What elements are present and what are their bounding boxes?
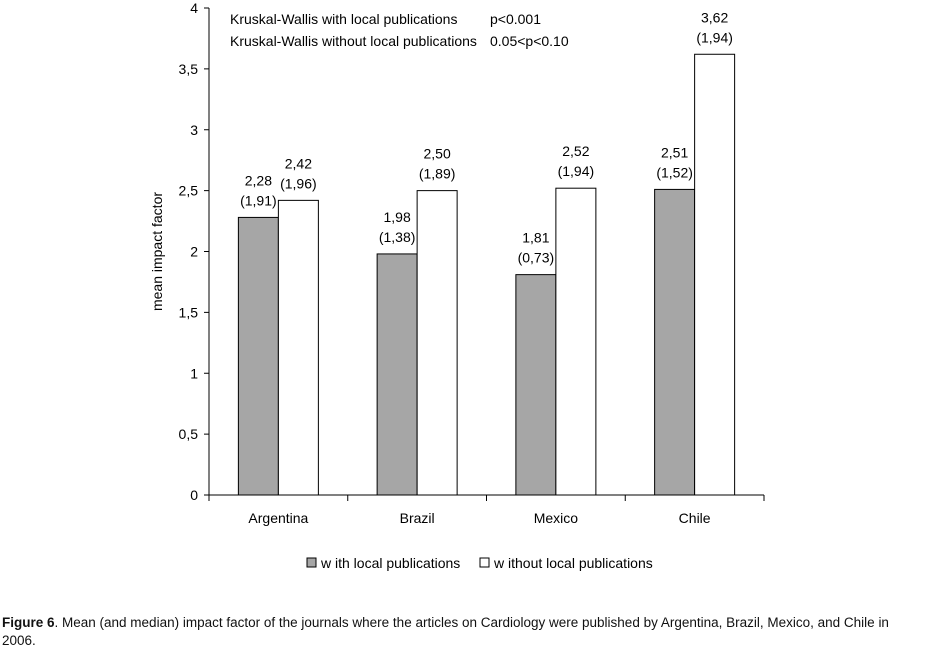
y-tick-label: 2	[190, 244, 198, 260]
median-label: (1,94)	[558, 163, 595, 179]
x-tick-label: Brazil	[400, 510, 435, 526]
annotation-value: 0.05<p<0.10	[490, 33, 569, 49]
median-label: (1,38)	[379, 229, 416, 245]
x-tick-label: Mexico	[534, 510, 579, 526]
value-label: 1,98	[384, 209, 411, 225]
legend-label: w ith local publications	[320, 555, 460, 571]
y-tick-label: 4	[190, 0, 198, 16]
legend-swatch-with-local	[306, 557, 317, 568]
median-label: (0,73)	[518, 250, 555, 266]
y-axis: 0 0,5 1 1,5 2 2,5 3 3,5 4 mean impact factor	[149, 0, 210, 503]
caption-label: Figure 6	[2, 615, 55, 630]
y-tick-label: 2,5	[179, 183, 199, 199]
y-tick-label: 3	[190, 122, 198, 138]
value-label: 2,28	[245, 172, 272, 188]
annotation-label: Kruskal-Wallis without local publication…	[230, 33, 477, 49]
bar-with-local	[515, 274, 557, 496]
legend: w ith local publications w ithout local p…	[306, 555, 653, 571]
value-label: 2,50	[424, 146, 451, 162]
bar-without-local	[277, 199, 319, 496]
x-axis: Argentina Brazil Mexico Chile	[208, 494, 765, 526]
bars	[237, 53, 736, 496]
bar-with-local	[654, 188, 696, 496]
caption-text: . Mean (and median) impact factor of the…	[2, 615, 889, 648]
y-tick-label: 0	[190, 487, 198, 503]
median-label: (1,94)	[696, 29, 733, 45]
legend-label: w ithout local publications	[493, 555, 653, 571]
value-label: 2,42	[285, 155, 312, 171]
x-tick-label: Argentina	[248, 510, 308, 526]
y-tick-label: 1	[190, 365, 198, 381]
legend-swatch-without-local	[479, 557, 490, 568]
bar-with-local	[376, 253, 418, 496]
value-label: 1,81	[522, 230, 549, 246]
value-label: 2,51	[661, 144, 688, 160]
value-label: 2,52	[562, 143, 589, 159]
y-tick-label: 0,5	[179, 426, 199, 442]
data-labels: 2,28 (1,91) 2,42 (1,96) 1,98 (1,38) 2,50 (1,89)…	[240, 9, 733, 265]
figure-caption: Figure 6. Mean (and median) impact facto…	[2, 614, 923, 650]
bar-without-local	[555, 187, 597, 496]
annotations: Kruskal-Wallis with local publications p<…	[230, 11, 569, 49]
annotation-value: p<0.001	[490, 11, 541, 27]
bar-chart: 0 0,5 1 1,5 2 2,5 3 3,5 4 mean impact factor 2,28…	[149, 0, 765, 571]
bar-without-local	[694, 53, 736, 496]
y-tick-label: 1,5	[179, 304, 199, 320]
median-label: (1,52)	[656, 164, 693, 180]
y-tick-label: 3,5	[179, 61, 199, 77]
bar-with-local	[237, 216, 279, 496]
median-label: (1,91)	[240, 192, 277, 208]
x-tick-label: Chile	[679, 510, 711, 526]
median-label: (1,89)	[419, 166, 456, 182]
value-label: 3,62	[701, 9, 728, 25]
y-axis-title: mean impact factor	[149, 192, 165, 311]
bar-without-local	[416, 190, 458, 496]
annotation-label: Kruskal-Wallis with local publications	[230, 11, 457, 27]
median-label: (1,96)	[280, 175, 317, 191]
